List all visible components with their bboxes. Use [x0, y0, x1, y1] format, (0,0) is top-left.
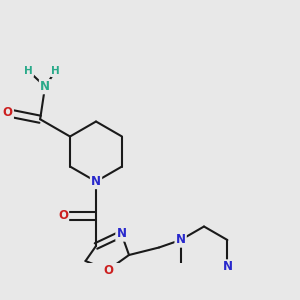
Text: N: N	[91, 175, 101, 188]
Text: O: O	[58, 209, 68, 223]
Text: H: H	[51, 66, 60, 76]
Text: N: N	[116, 227, 127, 241]
Text: O: O	[103, 263, 113, 277]
Text: N: N	[222, 260, 233, 274]
Text: H: H	[24, 66, 33, 76]
Text: O: O	[3, 106, 13, 119]
Text: N: N	[176, 233, 186, 247]
Text: N: N	[40, 80, 50, 93]
